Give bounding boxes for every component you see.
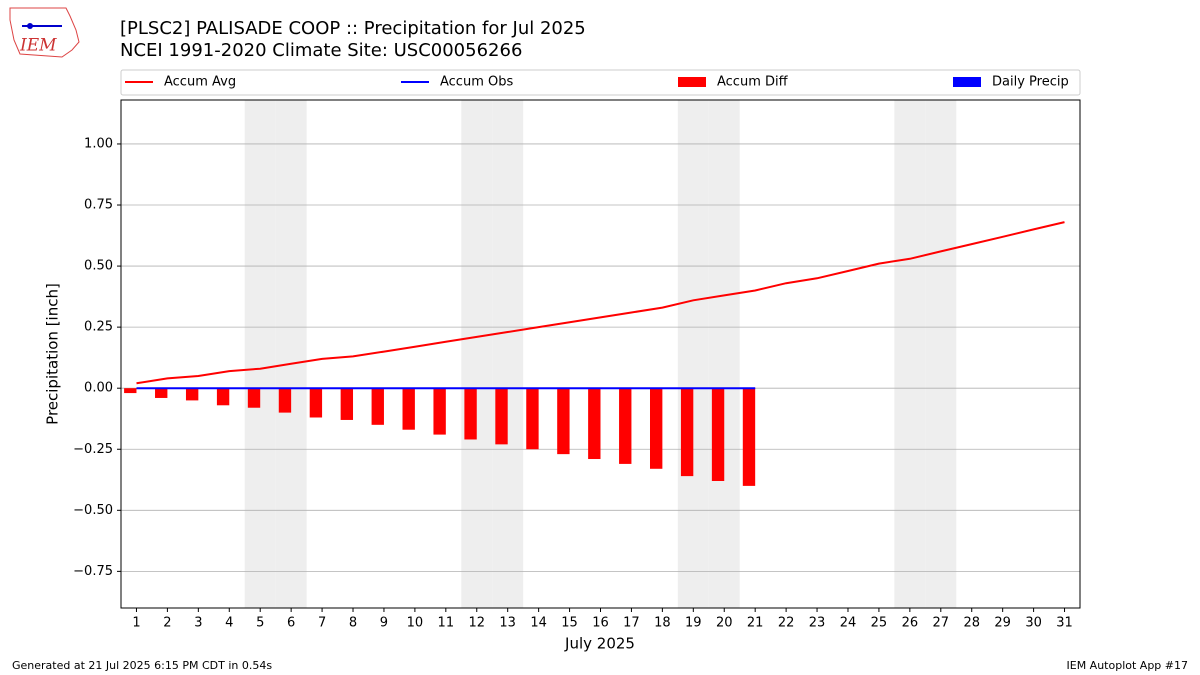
x-tick-label: 8 [349, 616, 357, 631]
legend-label: Accum Avg [164, 75, 236, 90]
chart-title: [PLSC2] PALISADE COOP :: Precipitation f… [120, 18, 586, 39]
logo-icon [27, 23, 33, 29]
x-tick-label: 10 [407, 616, 424, 631]
bar [402, 388, 415, 430]
plot-frame [120, 99, 1081, 609]
logo: IEM [9, 7, 80, 58]
bar [309, 388, 323, 418]
line [136, 221, 1065, 385]
y-tick-label: 0.00 [84, 381, 113, 396]
x-tick-label: 21 [747, 616, 764, 631]
x-tick-label: 26 [902, 616, 919, 631]
x-tick-label: 19 [685, 616, 702, 631]
footer-left: Generated at 21 Jul 2025 6:15 PM CDT in … [12, 659, 272, 672]
x-tick-label: 4 [225, 616, 233, 631]
x-tick-label: 25 [871, 616, 888, 631]
weekend-shade [461, 100, 493, 608]
x-tick-label: 23 [809, 616, 826, 631]
x-tick-label: 22 [778, 616, 795, 631]
bar [155, 388, 168, 398]
bar [649, 388, 663, 469]
weekend-shade [492, 100, 524, 608]
bar [680, 388, 694, 477]
bar [588, 388, 601, 460]
x-tick-label: 28 [963, 616, 980, 631]
legend-box [120, 69, 1081, 96]
weekend-shade [708, 100, 740, 608]
bar [185, 388, 199, 401]
legend-label: Accum Obs [440, 75, 513, 90]
bar [433, 388, 446, 435]
bar [711, 388, 725, 481]
x-tick-label: 14 [530, 616, 547, 631]
chart-subtitle: NCEI 1991-2020 Climate Site: USC00056266 [120, 40, 522, 61]
x-tick-label: 15 [561, 616, 578, 631]
bar [340, 388, 354, 420]
x-tick-label: 12 [468, 616, 485, 631]
bar [495, 388, 508, 445]
y-axis-label: Precipitation [inch] [44, 283, 62, 425]
logo-text: IEM [19, 36, 57, 56]
legend-swatch [953, 77, 981, 87]
logo-outline [9, 7, 80, 58]
bar [464, 388, 477, 440]
weekend-shade [244, 100, 276, 608]
x-tick-label: 29 [994, 616, 1011, 631]
legend-swatch [678, 77, 706, 87]
bar [526, 388, 539, 450]
x-tick-label: 18 [654, 616, 671, 631]
x-tick-label: 2 [163, 616, 171, 631]
legend-label: Daily Precip [992, 75, 1069, 90]
y-tick-label: −0.25 [73, 442, 113, 457]
x-tick-label: 20 [716, 616, 733, 631]
x-tick-label: 6 [287, 616, 295, 631]
y-tick-label: 0.25 [84, 320, 113, 335]
bar [742, 388, 756, 486]
bar [247, 388, 261, 408]
weekend-shade [677, 100, 709, 608]
x-tick-label: 17 [623, 616, 640, 631]
weekend-shade [894, 100, 926, 608]
x-tick-label: 27 [933, 616, 950, 631]
bar [557, 388, 570, 455]
weekend-shade [275, 100, 307, 608]
bar [216, 388, 230, 406]
x-tick-label: 1 [132, 616, 140, 631]
x-tick-label: 16 [592, 616, 609, 631]
y-tick-label: −0.75 [73, 564, 113, 579]
bar [619, 388, 632, 464]
x-tick-label: 30 [1025, 616, 1042, 631]
bar [371, 388, 384, 425]
x-tick-label: 9 [380, 616, 388, 631]
x-tick-label: 3 [194, 616, 202, 631]
weekend-shade [925, 100, 957, 608]
bar [278, 388, 292, 413]
bar [124, 388, 137, 394]
x-tick-label: 11 [438, 616, 455, 631]
x-axis-label: July 2025 [564, 635, 635, 653]
y-tick-label: 1.00 [84, 136, 113, 151]
footer-right: IEM Autoplot App #17 [1067, 659, 1189, 672]
x-tick-label: 13 [499, 616, 516, 631]
x-tick-label: 24 [840, 616, 857, 631]
x-tick-label: 7 [318, 616, 326, 631]
y-tick-label: −0.50 [73, 503, 113, 518]
legend-label: Accum Diff [717, 75, 789, 90]
y-tick-label: 0.50 [84, 259, 113, 274]
x-tick-label: 5 [256, 616, 264, 631]
y-tick-label: 0.75 [84, 198, 113, 213]
x-tick-label: 31 [1056, 616, 1073, 631]
